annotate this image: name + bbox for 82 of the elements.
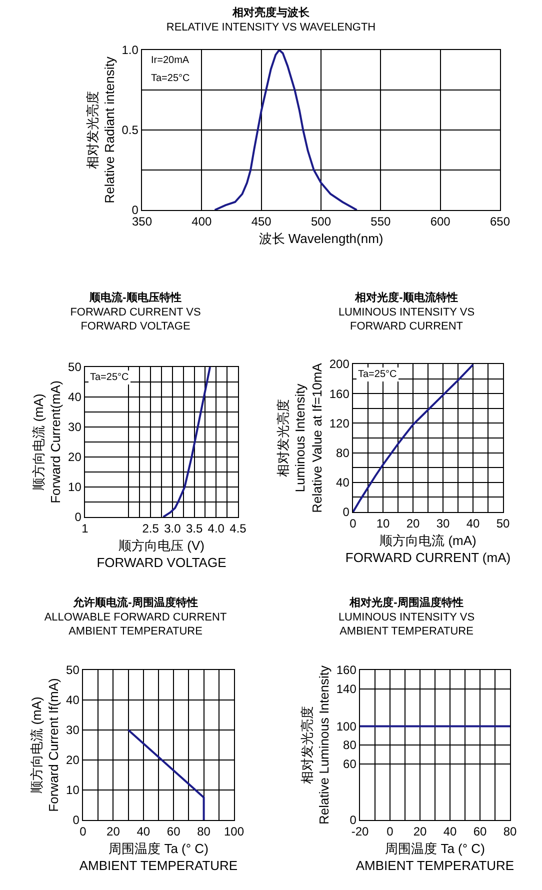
x-tick-label: 20 — [106, 824, 120, 839]
x-tick-label: 400 — [192, 214, 212, 229]
y-tick-label: 30 — [66, 723, 80, 738]
y-axis-title: 顺方向电流 (mA) Forward Current If(mA) — [29, 678, 62, 812]
x-tick-label: 450 — [251, 214, 272, 229]
x-tick-label: 10 — [376, 516, 390, 531]
x-tick-label: 600 — [430, 214, 451, 229]
x-tick-label: 4.5 — [230, 522, 247, 536]
y-tick-label: 80 — [336, 446, 350, 460]
x-tick-label: 40 — [466, 516, 480, 531]
x-tick-label: 20 — [413, 824, 427, 839]
chart-subtitle: LUMINOUS INTENSITY VS AMBIENT TEMPERATURE — [338, 611, 475, 638]
y-tick-label: 100 — [336, 719, 357, 734]
x-tick-label: 40 — [443, 824, 457, 839]
y-tick-label: 200 — [329, 357, 350, 372]
x-tick-label: 1 — [82, 522, 89, 536]
y-tick-label: 20 — [66, 753, 80, 768]
x-tick-label: 3.0 — [164, 522, 182, 536]
y-axis-title: 顺方向电流 (mA) Forward Current(mA) — [31, 380, 64, 504]
y-tick-label: 30 — [68, 420, 82, 434]
x-tick-label: 60 — [473, 824, 487, 839]
y-tick-label: 140 — [336, 682, 357, 696]
annotation: Ir=20mA — [151, 55, 190, 66]
x-tick-label: 100 — [224, 824, 244, 839]
y-tick-label: 0 — [132, 203, 139, 218]
x-tick-label: 80 — [503, 824, 517, 839]
y-tick-label: 20 — [68, 450, 82, 464]
x-axis-title: 波长 Wavelength(nm) — [258, 231, 384, 246]
x-tick-label: 550 — [370, 214, 391, 229]
y-tick-label: 120 — [329, 416, 350, 430]
y-tick-label: 0 — [342, 505, 350, 520]
y-tick-label: 50 — [66, 663, 80, 678]
line-series — [162, 367, 212, 517]
y-axis-title: 相对发光亮度 Relative Luminous Intensity — [300, 665, 332, 824]
y-tick-label: 60 — [343, 756, 357, 771]
x-axis-title: 周围温度 Ta (° C) AMBIENT TEMPERATURE — [79, 841, 238, 873]
y-tick-label: 40 — [66, 693, 80, 708]
y-tick-label: 1.0 — [122, 43, 139, 58]
y-axis-title: 相对发光亮度 Relative Radiant intensity — [84, 56, 117, 204]
x-tick-label: 60 — [166, 824, 181, 839]
chart-subtitle: RELATIVE INTENSITY VS WAVELENGTH — [166, 21, 376, 34]
x-tick-label: 50 — [496, 516, 510, 531]
chart-title: 相对光度-顺电流特性 — [354, 291, 458, 304]
chart-subtitle: LUMINOUS INTENSITY VS FORWARD CURRENT — [338, 306, 475, 333]
x-tick-label: 350 — [132, 214, 152, 229]
x-axis-title: 顺方向电流 (mA) FORWARD CURRENT (mA) — [345, 533, 511, 565]
line-series — [353, 364, 474, 512]
x-tick-label: 40 — [136, 824, 150, 839]
x-tick-label: 80 — [197, 824, 211, 839]
y-tick-label: 0.5 — [122, 123, 139, 138]
y-tick-label: 50 — [68, 360, 82, 374]
y-tick-label: 80 — [343, 738, 357, 752]
x-tick-label: 30 — [436, 516, 450, 531]
y-tick-label: 0 — [350, 813, 357, 828]
x-tick-label: 4.0 — [208, 522, 225, 536]
y-tick-label: 160 — [329, 386, 350, 401]
y-tick-label: 10 — [68, 480, 82, 494]
x-tick-label: 3.5 — [186, 522, 203, 536]
y-axis-title: 相对发光亮度 Luminous Intensity Relative Value at If=10mA — [276, 362, 324, 513]
x-tick-label: 2.5 — [142, 522, 160, 536]
y-tick-label: 40 — [68, 390, 82, 404]
annotation: Ta=25°C — [90, 372, 129, 383]
x-tick-label: 20 — [406, 516, 420, 531]
x-tick-label: 500 — [310, 214, 332, 229]
y-tick-label: 0 — [72, 813, 80, 828]
x-tick-label: -20 — [351, 824, 369, 839]
x-axis-title: 顺方向电压 (V) FORWARD VOLTAGE — [96, 538, 227, 570]
x-tick-label: 0 — [386, 824, 394, 839]
chart-title: 相对光度-周围温度特性 — [348, 596, 464, 609]
chart-title: 相对亮度与波长 — [232, 6, 310, 19]
y-tick-label: 10 — [66, 783, 80, 798]
x-axis-title: 周围温度 Ta (° C) AMBIENT TEMPERATURE — [356, 841, 514, 873]
chart-subtitle: FORWARD CURRENT VS FORWARD VOLTAGE — [70, 306, 201, 333]
line-series — [214, 50, 358, 210]
x-tick-label: 650 — [490, 214, 510, 229]
chart-title: 顺电流-顺电压特性 — [88, 291, 182, 304]
y-tick-label: 40 — [336, 476, 350, 490]
annotation: Ta=25°C — [358, 369, 397, 380]
chart-title: 允许顺电流-周围温度特性 — [73, 596, 198, 609]
y-tick-label: 160 — [336, 663, 357, 678]
annotation: Ta=25°C — [151, 73, 190, 84]
chart-subtitle: ALLOWABLE FORWARD CURRENT AMBIENT TEMPERATURE — [44, 611, 227, 638]
